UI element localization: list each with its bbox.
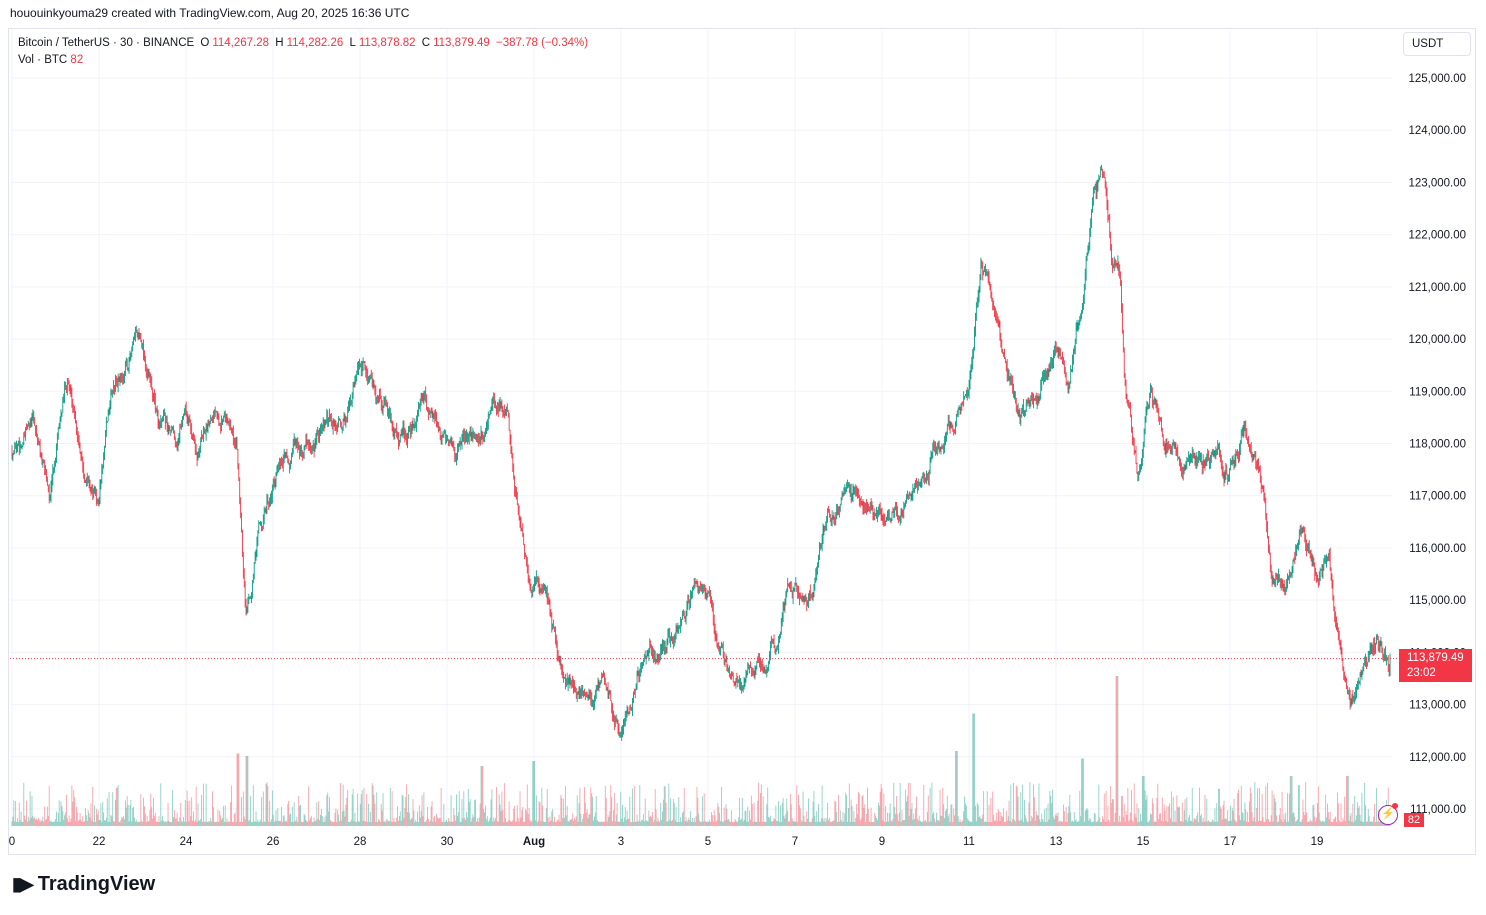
time-tick-label: 26 [267,836,280,848]
chart-attribution: hououinkyouma29 created with TradingView… [10,6,410,20]
price-tick-label: 123,000.00 [1408,177,1466,189]
volume-bars [11,676,1391,826]
notification-dot [1392,803,1398,809]
time-tick-label: 17 [1224,836,1237,848]
time-tick-label: 3 [618,836,624,848]
time-tick-label: 9 [879,836,885,848]
lightning-icon[interactable]: ⚡ [1378,805,1398,825]
time-tick-label: 13 [1050,836,1063,848]
volume-value: 82 [70,54,84,66]
price-tick-label: 111,000.00 [1410,804,1466,816]
time-tick-label: Aug [523,836,545,848]
price-tick-label: 117,000.00 [1409,491,1466,503]
close-value: 113,879.49 [433,37,490,49]
tradingview-logo: ▮▶ TradingView [12,873,155,896]
price-tick-label: 116,000.00 [1409,543,1466,555]
volume-label[interactable]: Vol · BTC [18,54,68,66]
bar-countdown: 23:02 [1407,667,1436,679]
time-axis: 0 22 24 26 28 30 Aug 3 5 7 9 11 13 15 17 19 [9,836,1324,848]
time-tick-label: 11 [963,836,975,848]
price-tick-label: 113,000.00 [1409,700,1466,712]
price-tick-label: 125,000.00 [1408,73,1466,85]
volume-tag: 82 [1404,813,1424,827]
time-tick-label: 7 [792,836,798,848]
time-tick-label: 30 [441,836,454,848]
low-value: 113,878.82 [358,37,416,49]
time-tick-label: 19 [1311,836,1324,848]
time-tick-label: 28 [354,836,367,848]
close-label: C [421,37,431,49]
open-value: 114,267.28 [212,37,270,49]
price-axis: 125,000.00 124,000.00 123,000.00 122,000.00… [1408,73,1466,816]
price-tick-label: 124,000.00 [1408,125,1466,137]
chart-frame[interactable] [8,28,1476,855]
time-tick-label: 5 [705,836,711,848]
high-value: 114,282.26 [286,37,344,49]
high-label: H [275,37,284,49]
time-tick-label: 22 [93,836,106,848]
time-tick-label: 15 [1137,836,1150,848]
time-tick-label: 0 [9,836,15,848]
currency-button[interactable]: USDT [1403,32,1471,56]
time-tick-label: 24 [180,836,193,848]
open-label: O [200,37,210,49]
price-tick-label: 121,000.00 [1408,282,1466,294]
grid-lines [10,30,1392,828]
change-value: −387.78 (−0.34%) [496,37,589,49]
price-tick-label: 112,000.00 [1409,752,1466,764]
candlesticks [11,164,1391,741]
low-label: L [349,37,356,49]
logo-text: TradingView [37,873,156,895]
price-tick-label: 118,000.00 [1409,439,1466,451]
last-price-value: 113,879.49 [1407,652,1464,664]
price-tick-label: 115,000.00 [1409,595,1466,607]
price-tick-label: 119,000.00 [1409,386,1466,398]
tradingview-logo-icon: ▮▶ [12,874,34,894]
price-tick-label: 120,000.00 [1408,334,1466,346]
price-tick-label: 122,000.00 [1408,230,1466,242]
symbol-title[interactable]: Bitcoin / TetherUS · 30 · BINANCE [18,37,195,49]
symbol-legend: Bitcoin / TetherUS · 30 · BINANCE O 114,2… [18,35,591,69]
last-price-tag: 113,879.49 23:02 [1399,649,1472,682]
